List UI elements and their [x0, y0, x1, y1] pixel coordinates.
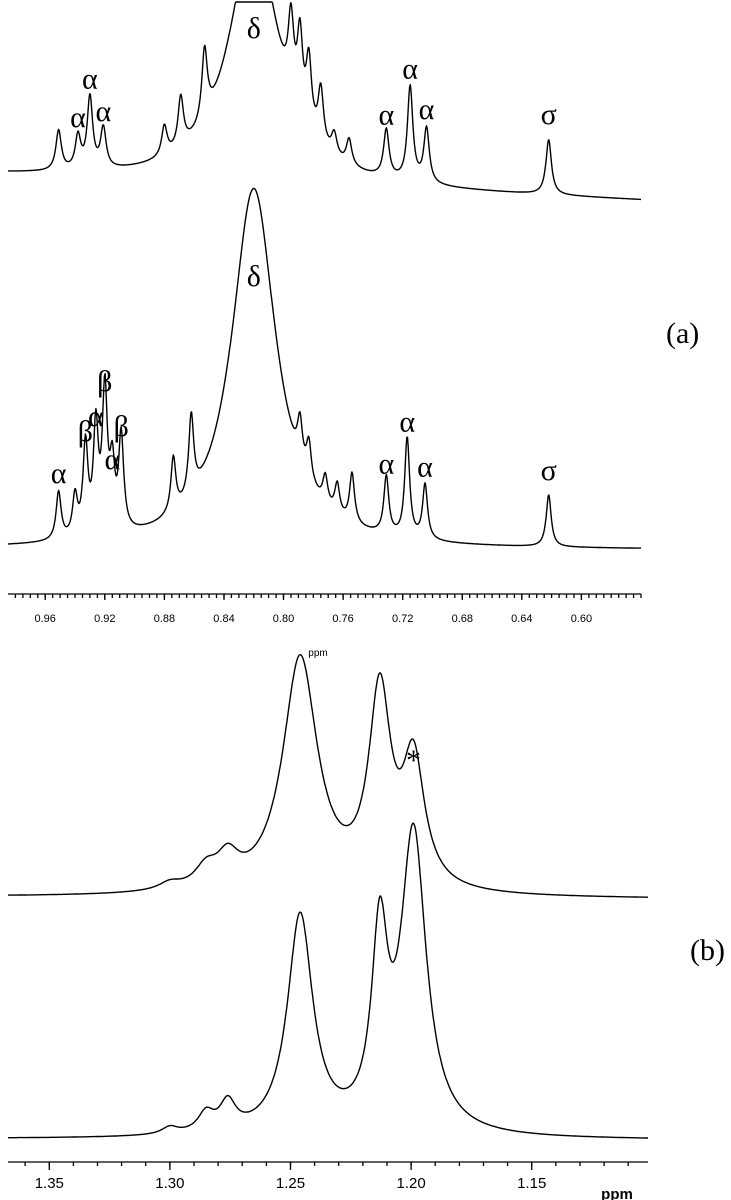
tick-label: 0.84: [213, 613, 234, 625]
panel-a-ticks: 0.96 0.92 0.88 0.84 0.80 0.76 0.72 0.68 0.64 0.60: [14, 594, 642, 625]
panel-b-ticks: 1.35 1.30 1.25 1.20 1.15: [24, 1162, 629, 1192]
peak-label: δ: [247, 12, 261, 45]
panel-a-label: (a): [666, 317, 699, 350]
tick-label: 1.20: [396, 1175, 425, 1192]
panel-b-asterisk-annotation: *: [406, 744, 421, 777]
peak-label: α: [104, 443, 120, 476]
peak-label: β: [78, 415, 93, 448]
peak-label: σ: [541, 454, 557, 487]
panel-b-label: (b): [690, 934, 725, 967]
peak-label: α: [402, 53, 418, 86]
tick-label: 1.30: [155, 1175, 184, 1192]
spectrum-trace-1: [7, 654, 648, 898]
tick-label: 0.72: [392, 613, 413, 625]
peak-label: α: [70, 101, 86, 134]
peak-label: β: [114, 410, 129, 443]
spectrum-trace-2: [7, 822, 648, 1139]
panel-b-x-axis-label: ppm: [601, 1186, 633, 1200]
spectrum-trace-1: [7, 1, 641, 201]
tick-label: 0.92: [94, 613, 115, 625]
tick-label: 1.35: [35, 1175, 64, 1192]
panel-b-spectra: [7, 654, 648, 1139]
tick-label: 0.68: [452, 613, 473, 625]
panel-a-x-axis-label: ppm: [308, 648, 327, 659]
tick-label: 0.60: [571, 613, 592, 625]
spectrum-trace-2: [7, 187, 642, 549]
panel-b: * 1.35 1.30 1.25 1.20 1.15 ppm (b): [7, 654, 725, 1200]
tick-label: 0.64: [511, 613, 532, 625]
peak-label: α: [51, 457, 67, 490]
peak-label: σ: [541, 98, 557, 131]
tick-label: 0.76: [332, 613, 353, 625]
peak-label: α: [378, 99, 394, 132]
peak-label: α: [419, 93, 435, 126]
peak-label: α: [417, 451, 433, 484]
peak-label: β: [97, 365, 112, 398]
peak-label: α: [82, 62, 98, 95]
tick-label: 1.15: [517, 1175, 546, 1192]
peak-label: α: [88, 400, 104, 433]
tick-label: 0.96: [34, 613, 55, 625]
tick-label: 0.88: [154, 613, 175, 625]
peak-label: α: [95, 95, 111, 128]
peak-label: α: [378, 448, 394, 481]
peak-label: α: [399, 406, 415, 439]
tick-label: 0.80: [273, 613, 294, 625]
tick-label: 1.25: [276, 1175, 305, 1192]
panel-a-spectra: [7, 1, 642, 549]
peak-label: δ: [247, 260, 261, 293]
